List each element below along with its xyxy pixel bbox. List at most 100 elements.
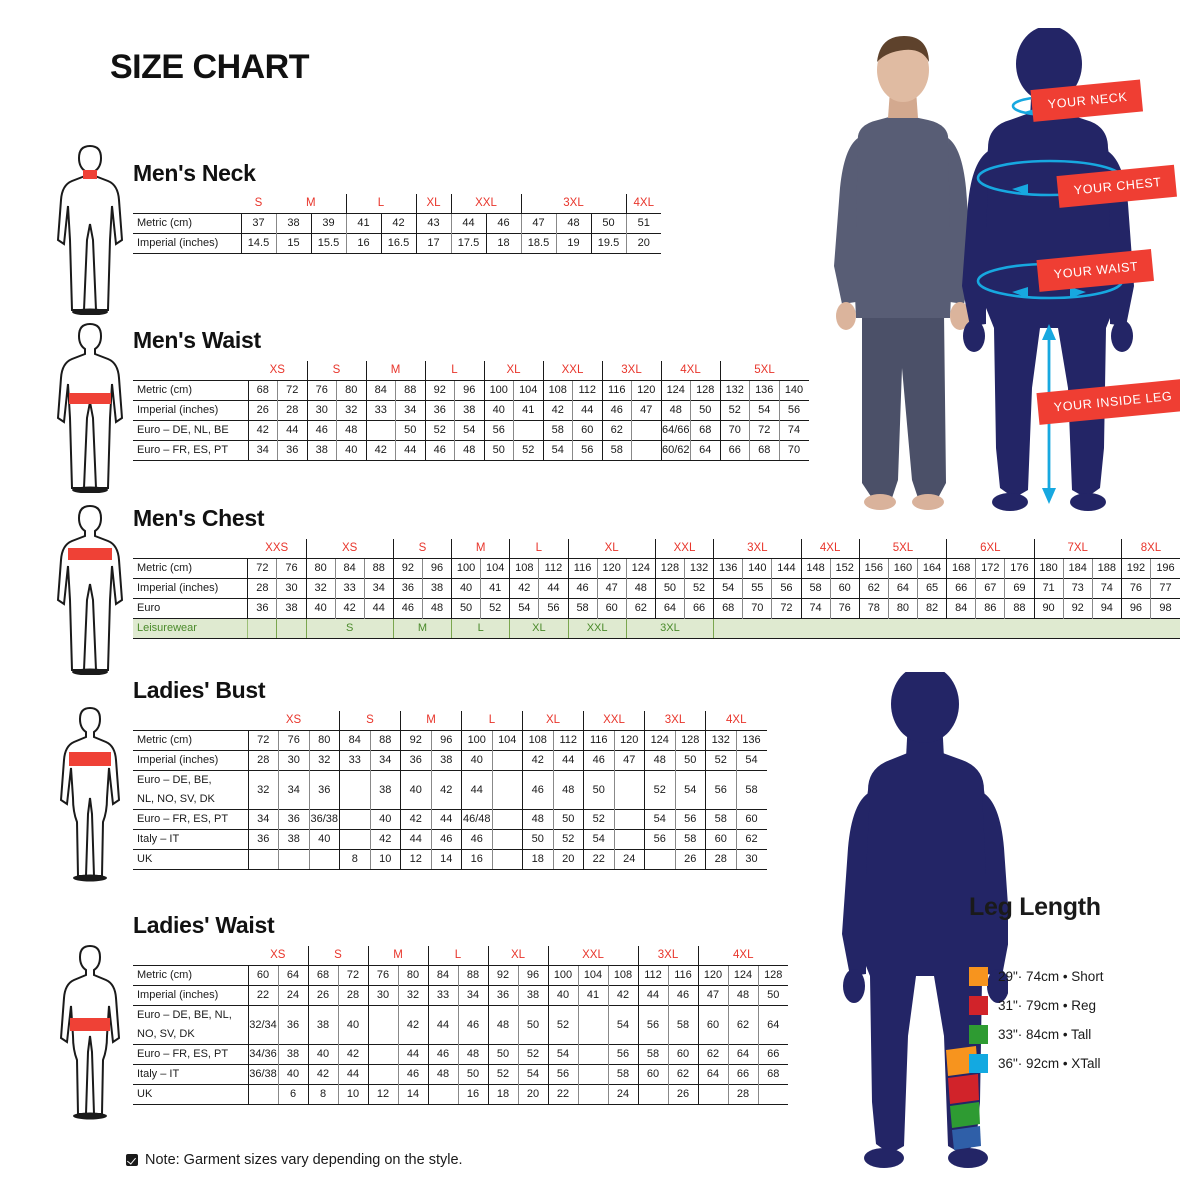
table-cell: 98 [1150, 598, 1180, 619]
table-cell: 48 [454, 440, 484, 461]
row-label: UK [133, 849, 248, 870]
table-cell: 62 [735, 829, 767, 850]
table-row: Italy – IT 36 38 40 42 44 46 46 50 52 54 56 58 60 62 [133, 829, 767, 850]
table-cell: 41 [577, 985, 608, 1006]
table-cell: 33 [365, 400, 396, 421]
table-cell: 62 [858, 578, 889, 599]
table-cell: 32 [305, 578, 336, 599]
table-cell: 38 [421, 578, 452, 599]
table-cell: 70 [778, 440, 809, 461]
size-group-header-row: XS S M L XL XXL 3XL 4XL [133, 946, 788, 966]
leisurewear-cell: XL [509, 618, 568, 639]
table-cell: 88 [369, 730, 401, 751]
table-cell: 84 [339, 730, 370, 751]
row-label: Imperial (inches) [133, 233, 241, 254]
table-cell: 44 [337, 1064, 368, 1085]
table-cell: 38 [454, 400, 484, 421]
table-cell: 46 [522, 770, 553, 810]
mens-chest-title: Men's Chest [133, 505, 265, 531]
table-cell: 64 [697, 1064, 728, 1085]
table-cell: 44 [637, 985, 668, 1006]
size-group-label: XL [415, 194, 451, 214]
table-cell: 26 [247, 400, 278, 421]
table-cell: 60 [829, 578, 860, 599]
size-group-label: XS [269, 364, 285, 376]
table-cell: 41 [345, 213, 381, 234]
table-cell: 37 [240, 213, 276, 234]
table-cell: 112 [552, 730, 584, 751]
size-group-label: M [365, 361, 425, 381]
table-cell: 44 [397, 1044, 428, 1065]
table-cell: 120 [613, 730, 645, 751]
table-cell: 94 [1091, 598, 1122, 619]
table-row: UK 6 8 10 12 14 16 18 20 22 24 26 28 [133, 1084, 788, 1105]
table-cell [613, 829, 645, 850]
table-cell: 68 [749, 440, 779, 461]
table-cell: 26 [307, 985, 338, 1006]
table-cell: 56 [607, 1044, 638, 1065]
row-label: Euro – FR, ES, PT [133, 440, 248, 461]
table-cell: 108 [542, 380, 573, 401]
table-row: Euro – FR, ES, PT 34/36 38 40 42 44 46 48 50 52 54… [133, 1044, 788, 1065]
table-cell: 54 [674, 770, 706, 810]
table-cell: 68 [757, 1064, 788, 1085]
size-group-label: XXL [547, 946, 638, 966]
table-cell [365, 420, 396, 441]
table-cell: 54 [547, 1044, 578, 1065]
table-cell: 36 [278, 809, 309, 830]
table-cell: 52 [480, 598, 510, 619]
row-label: Euro – DE, NL, BE [133, 420, 248, 441]
mannequin-bust-icon [56, 702, 124, 887]
size-group-label: XXL [450, 194, 521, 214]
table-cell: 76 [829, 598, 860, 619]
table-cell: 50 [483, 440, 514, 461]
table-cell: 36 [487, 985, 518, 1006]
table-cell: 42 [430, 770, 462, 810]
table-cell: 152 [829, 558, 860, 579]
size-group-label: 3XL [637, 946, 698, 966]
legend-label-tall: 33"· 84cm • Tall [998, 1027, 1092, 1042]
table-cell: 14 [397, 1084, 428, 1105]
ladies-bust-table: XS S M L XL XXL 3XL 4XL Metric (cm) 72 76 80 84 88 92 9… [133, 711, 767, 870]
table-cell: 30 [278, 750, 309, 771]
table-cell: 50 [457, 1064, 488, 1085]
table-cell: 80 [397, 965, 428, 986]
table-cell [278, 849, 309, 870]
table-cell: 140 [742, 558, 772, 579]
row-label: Imperial (inches) [133, 400, 248, 421]
table-cell: 36 [247, 598, 277, 619]
table-cell: 15 [275, 233, 311, 254]
table-cell: 74 [1091, 578, 1122, 599]
table-cell: 128 [757, 965, 788, 986]
table-cell [367, 1064, 398, 1085]
header-spacer [133, 539, 248, 559]
table-cell: 132 [719, 380, 750, 401]
size-group-label: M [367, 946, 428, 966]
table-cell: 54 [713, 578, 743, 599]
table-cell: 58 [607, 1064, 638, 1085]
table-cell: 76 [367, 965, 398, 986]
table-cell: 188 [1091, 558, 1122, 579]
table-cell: 92 [392, 558, 423, 579]
row-label: Imperial (inches) [133, 750, 248, 771]
table-cell: 40 [337, 1005, 368, 1045]
header-spacer [133, 361, 248, 381]
table-cell: 42 [607, 985, 638, 1006]
table-cell: 40 [483, 400, 514, 421]
table-row: Italy – IT 36/38 40 42 44 46 48 50 52 54 56 58 60 62 6… [133, 1064, 788, 1085]
table-cell [367, 1005, 398, 1045]
table-cell: 66 [727, 1064, 758, 1085]
table-cell [757, 1084, 788, 1105]
size-group-label: XS [285, 714, 302, 726]
table-cell: 18 [522, 849, 553, 870]
table-cell [247, 849, 279, 870]
row-label: Imperial (inches) [133, 578, 248, 599]
table-cell: 32/34 [247, 1005, 278, 1045]
table-cell: 46 [485, 213, 521, 234]
table-cell: 16.5 [380, 233, 416, 254]
size-group-label: XL [567, 539, 656, 559]
legend-label-xtall: 36"· 92cm • XTall [998, 1056, 1101, 1071]
table-cell: 58 [601, 440, 632, 461]
row-label: Euro – DE, BE, NL, NO, SV, DK [133, 1005, 248, 1045]
table-cell: 52 [547, 1005, 578, 1045]
